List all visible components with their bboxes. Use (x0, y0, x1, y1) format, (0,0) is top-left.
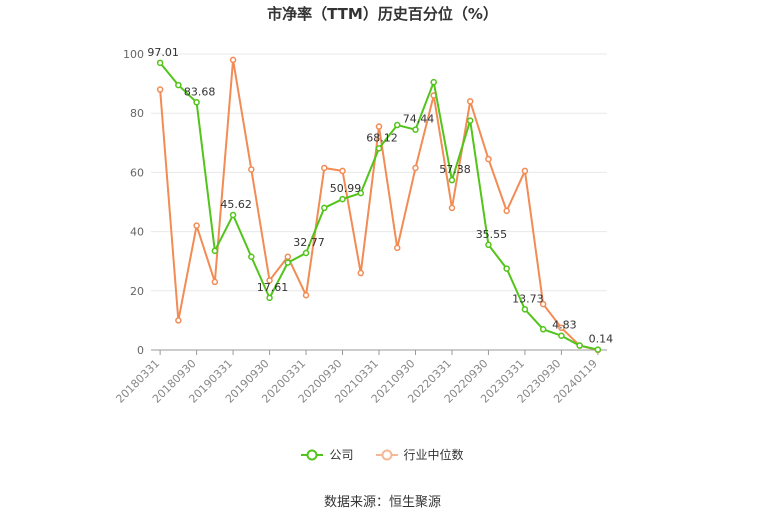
data-point-industry (412, 164, 419, 172)
legend-company-marker-icon (301, 449, 324, 460)
data-point-company (594, 346, 602, 353)
y-tick-label: 80 (130, 107, 144, 120)
data-label: 74.44 (403, 113, 435, 126)
data-point-company (193, 99, 200, 106)
data-point-industry (229, 56, 237, 64)
data-point-company (211, 247, 219, 255)
y-tick-label: 20 (130, 285, 144, 298)
gridlines (151, 53, 607, 292)
data-point-company (539, 326, 547, 333)
data-point-industry (339, 167, 346, 175)
data-label: 68.12 (366, 131, 398, 144)
y-tick-label: 60 (130, 166, 144, 179)
data-point-industry (175, 317, 182, 324)
data-point-company (375, 145, 383, 152)
data-label: 32.77 (293, 236, 325, 249)
data-point-industry (448, 204, 456, 212)
data-point-company (393, 121, 401, 129)
data-point-company (284, 259, 292, 266)
legend: 公司 行业中位数 (0, 446, 765, 463)
data-point-industry (248, 166, 255, 173)
data-point-industry (302, 291, 310, 299)
data-point-industry (321, 164, 328, 172)
data-point-company (485, 241, 492, 249)
data-point-company (466, 117, 474, 124)
legend-industry-marker-icon (375, 449, 398, 460)
legend-item-industry[interactable]: 行业中位数 (375, 446, 464, 463)
data-point-company (576, 342, 583, 349)
data-point-company (248, 253, 255, 261)
data-label: 83.68 (184, 85, 216, 98)
data-point-industry (211, 278, 219, 286)
y-tick-label: 0 (137, 344, 144, 357)
legend-item-company[interactable]: 公司 (301, 446, 354, 463)
legend-industry-label: 行业中位数 (403, 448, 464, 462)
data-point-industry (539, 300, 547, 308)
data-point-company (412, 126, 419, 133)
data-point-company (503, 265, 510, 272)
data-point-industry (375, 123, 383, 130)
data-point-company (521, 306, 529, 313)
data-point-company (339, 195, 346, 203)
data-point-company (266, 294, 273, 302)
legend-company-label: 公司 (329, 448, 354, 462)
data-point-industry (193, 222, 200, 229)
data-point-industry (521, 167, 529, 175)
data-point-industry (393, 244, 401, 252)
data-label: 4.83 (552, 319, 577, 332)
data-labels: 97.01 83.68 45.62 17.61 32.77 50.99 68.12 74.44… (147, 46, 613, 346)
data-point-company (448, 176, 456, 184)
data-label: 35.55 (476, 228, 508, 241)
data-label: 13.73 (512, 292, 544, 305)
series-layer (156, 56, 602, 354)
data-point-industry (266, 277, 273, 284)
data-point-company (175, 81, 182, 89)
data-point-industry (485, 155, 492, 163)
data-point-company (229, 211, 237, 219)
data-label: 57.38 (439, 163, 471, 176)
data-label: 0.14 (589, 333, 614, 346)
data-label: 97.01 (147, 46, 179, 59)
data-point-industry (357, 269, 365, 277)
data-source: 数据来源：恒生聚源 (323, 495, 441, 510)
data-point-industry (503, 207, 510, 215)
data-label: 17.61 (257, 281, 289, 294)
data-label: 50.99 (330, 182, 362, 195)
y-tick-label: 100 (123, 48, 144, 61)
chart-title: 市净率（TTM）历史百分位（%） (267, 5, 498, 23)
data-point-industry (466, 98, 474, 105)
y-tick-label: 40 (130, 226, 144, 239)
data-point-company (156, 59, 164, 67)
data-point-company (357, 189, 365, 197)
data-point-company (321, 204, 328, 212)
data-point-industry (156, 86, 164, 93)
data-point-industry (558, 324, 565, 332)
data-point-company (302, 249, 310, 257)
data-point-company (430, 78, 437, 86)
data-label: 45.62 (220, 198, 252, 211)
data-point-company (558, 332, 565, 339)
data-point-industry (284, 253, 292, 261)
